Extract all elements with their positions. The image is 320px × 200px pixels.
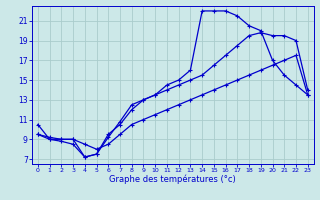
X-axis label: Graphe des températures (°c): Graphe des températures (°c) <box>109 175 236 184</box>
